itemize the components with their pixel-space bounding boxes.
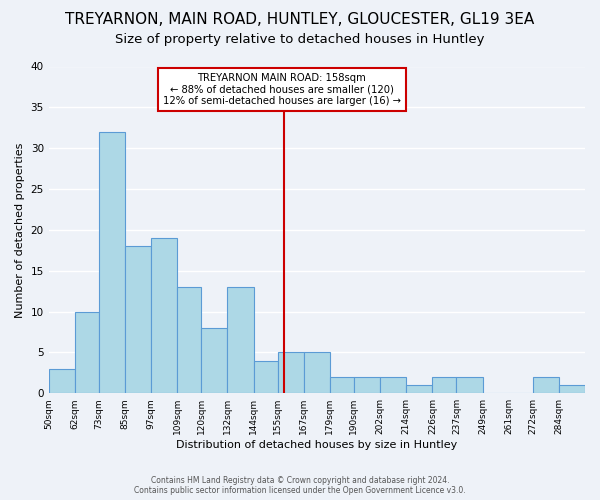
Bar — [457, 377, 482, 393]
Text: TREYARNON, MAIN ROAD, HUNTLEY, GLOUCESTER, GL19 3EA: TREYARNON, MAIN ROAD, HUNTLEY, GLOUCESTE… — [65, 12, 535, 28]
Bar — [406, 385, 433, 393]
Bar — [533, 377, 559, 393]
Bar — [278, 352, 304, 393]
Bar — [354, 377, 380, 393]
Bar — [330, 377, 354, 393]
Text: Size of property relative to detached houses in Huntley: Size of property relative to detached ho… — [115, 32, 485, 46]
Bar — [254, 360, 278, 393]
Bar — [151, 238, 177, 393]
Bar — [304, 352, 330, 393]
Bar — [177, 287, 201, 393]
X-axis label: Distribution of detached houses by size in Huntley: Distribution of detached houses by size … — [176, 440, 457, 450]
Bar — [380, 377, 406, 393]
Bar — [49, 368, 75, 393]
Bar — [201, 328, 227, 393]
Bar — [433, 377, 457, 393]
Bar — [125, 246, 151, 393]
Bar — [99, 132, 125, 393]
Bar — [559, 385, 585, 393]
Text: TREYARNON MAIN ROAD: 158sqm
← 88% of detached houses are smaller (120)
12% of se: TREYARNON MAIN ROAD: 158sqm ← 88% of det… — [163, 73, 401, 106]
Bar — [75, 312, 99, 393]
Bar — [227, 287, 254, 393]
Text: Contains HM Land Registry data © Crown copyright and database right 2024.
Contai: Contains HM Land Registry data © Crown c… — [134, 476, 466, 495]
Y-axis label: Number of detached properties: Number of detached properties — [15, 142, 25, 318]
